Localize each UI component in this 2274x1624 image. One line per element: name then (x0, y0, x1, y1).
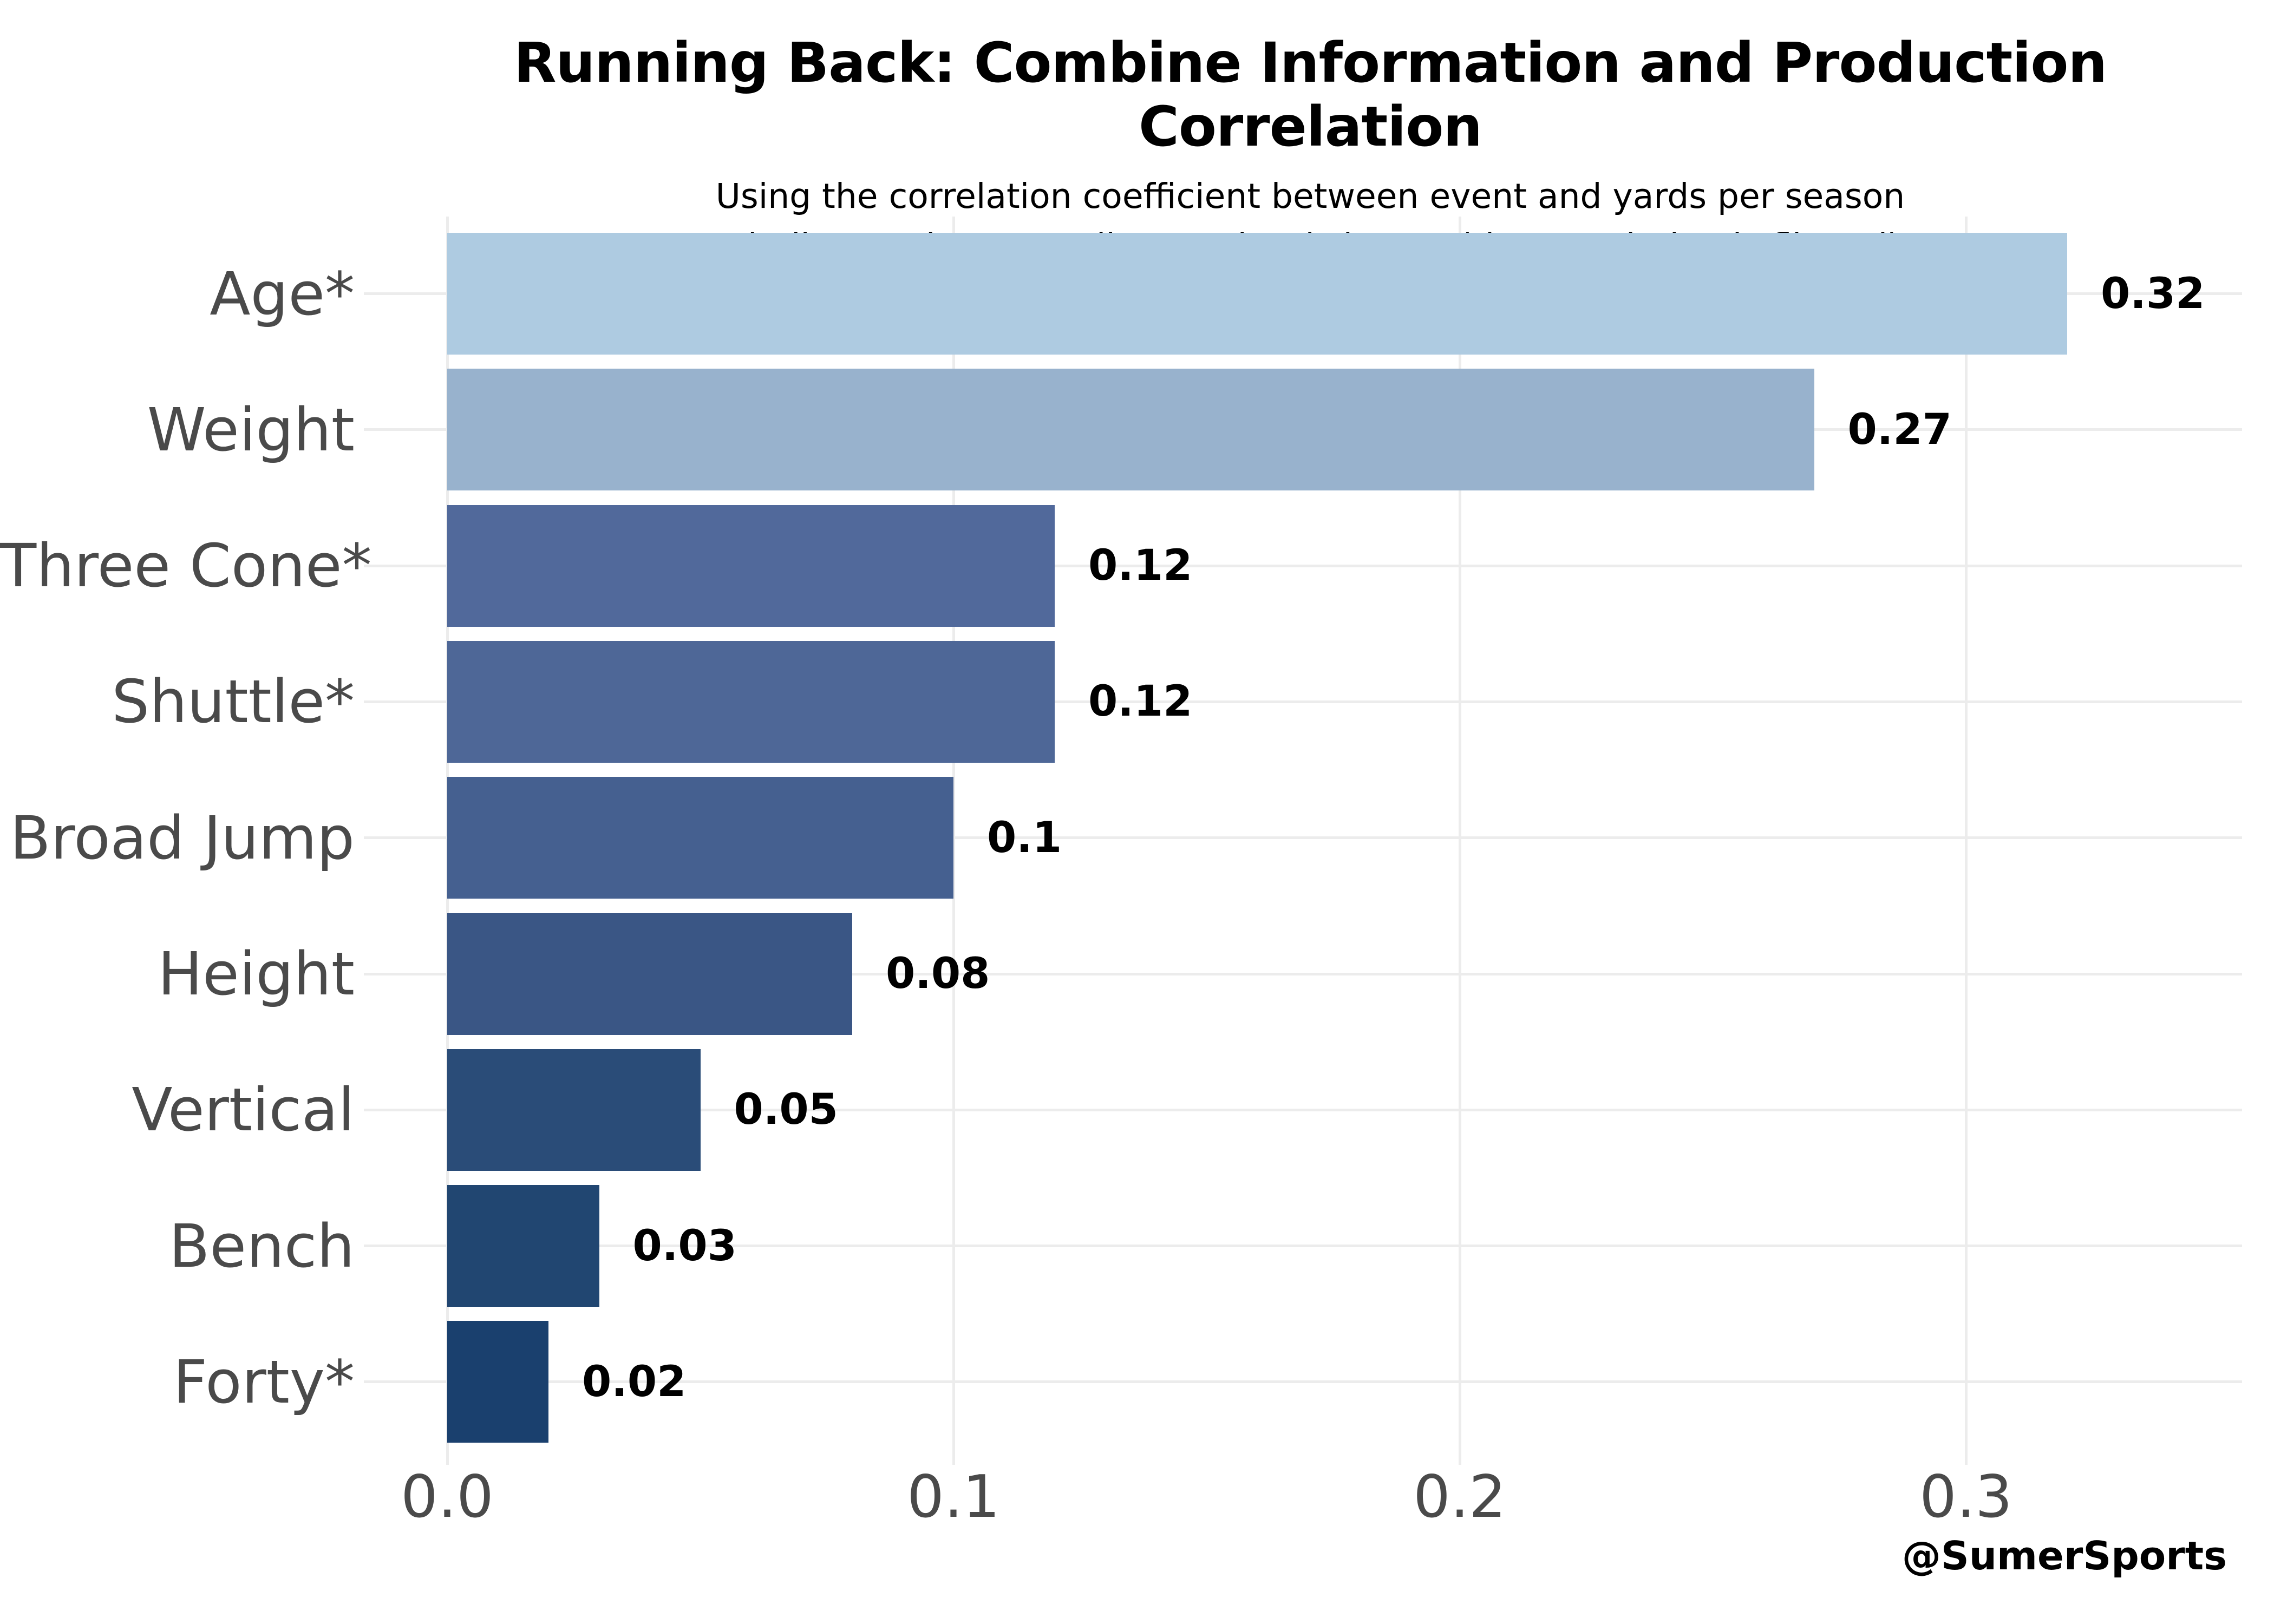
h-gridline (364, 836, 2242, 840)
bar (447, 1321, 548, 1443)
category-label: Weight (147, 395, 355, 464)
category-label: Height (158, 939, 355, 1009)
h-gridline (364, 1108, 2242, 1111)
v-gridline (1458, 217, 1461, 1465)
bar-value-label: 0.12 (1088, 541, 1193, 591)
bar-value-label: 0.08 (886, 949, 990, 998)
x-tick-label: 0.2 (1413, 1463, 1506, 1531)
bar (447, 505, 1055, 627)
category-label: Shuttle* (112, 667, 355, 737)
bar-value-label: 0.12 (1088, 677, 1193, 726)
v-gridline (1964, 217, 1968, 1465)
category-label: Age* (210, 259, 355, 329)
bar (447, 1185, 599, 1307)
bar (447, 233, 2067, 355)
v-gridline (952, 217, 955, 1465)
h-gridline (364, 1380, 2242, 1384)
plot-panel: 0.32 0.27 0.12 0.12 0.1 0.08 0.05 0.03 0.02 (364, 217, 2242, 1465)
bar-value-label: 0.02 (582, 1357, 687, 1406)
bar (447, 913, 852, 1035)
category-label: Three Cone* (0, 531, 372, 601)
bar-value-label: 0.32 (2101, 269, 2205, 318)
category-label: Vertical (132, 1075, 355, 1145)
category-label: Forty* (173, 1347, 355, 1417)
h-gridline (364, 700, 2242, 703)
chart-title: Running Back: Combine Information and Pr… (513, 31, 2107, 159)
bar-value-label: 0.03 (632, 1221, 737, 1271)
attribution-text: @SumerSports (1901, 1533, 2227, 1579)
category-label: Broad Jump (10, 803, 355, 873)
h-gridline (364, 972, 2242, 975)
bar (447, 640, 1055, 763)
x-tick-label: 0.1 (907, 1463, 1000, 1531)
x-tick-label: 0.0 (401, 1463, 494, 1531)
chart-subtitle-line-1: Using the correlation coefficient betwee… (715, 176, 1905, 216)
category-label: Bench (168, 1211, 355, 1281)
bar-value-label: 0.05 (734, 1085, 838, 1135)
bar (447, 777, 953, 899)
x-tick-label: 0.3 (1919, 1463, 2012, 1531)
bar-value-label: 0.1 (987, 813, 1062, 862)
h-gridline (364, 1245, 2242, 1248)
bar (447, 1049, 701, 1171)
bar (447, 369, 1814, 491)
h-gridline (364, 564, 2242, 567)
bar-value-label: 0.27 (1847, 405, 1952, 454)
